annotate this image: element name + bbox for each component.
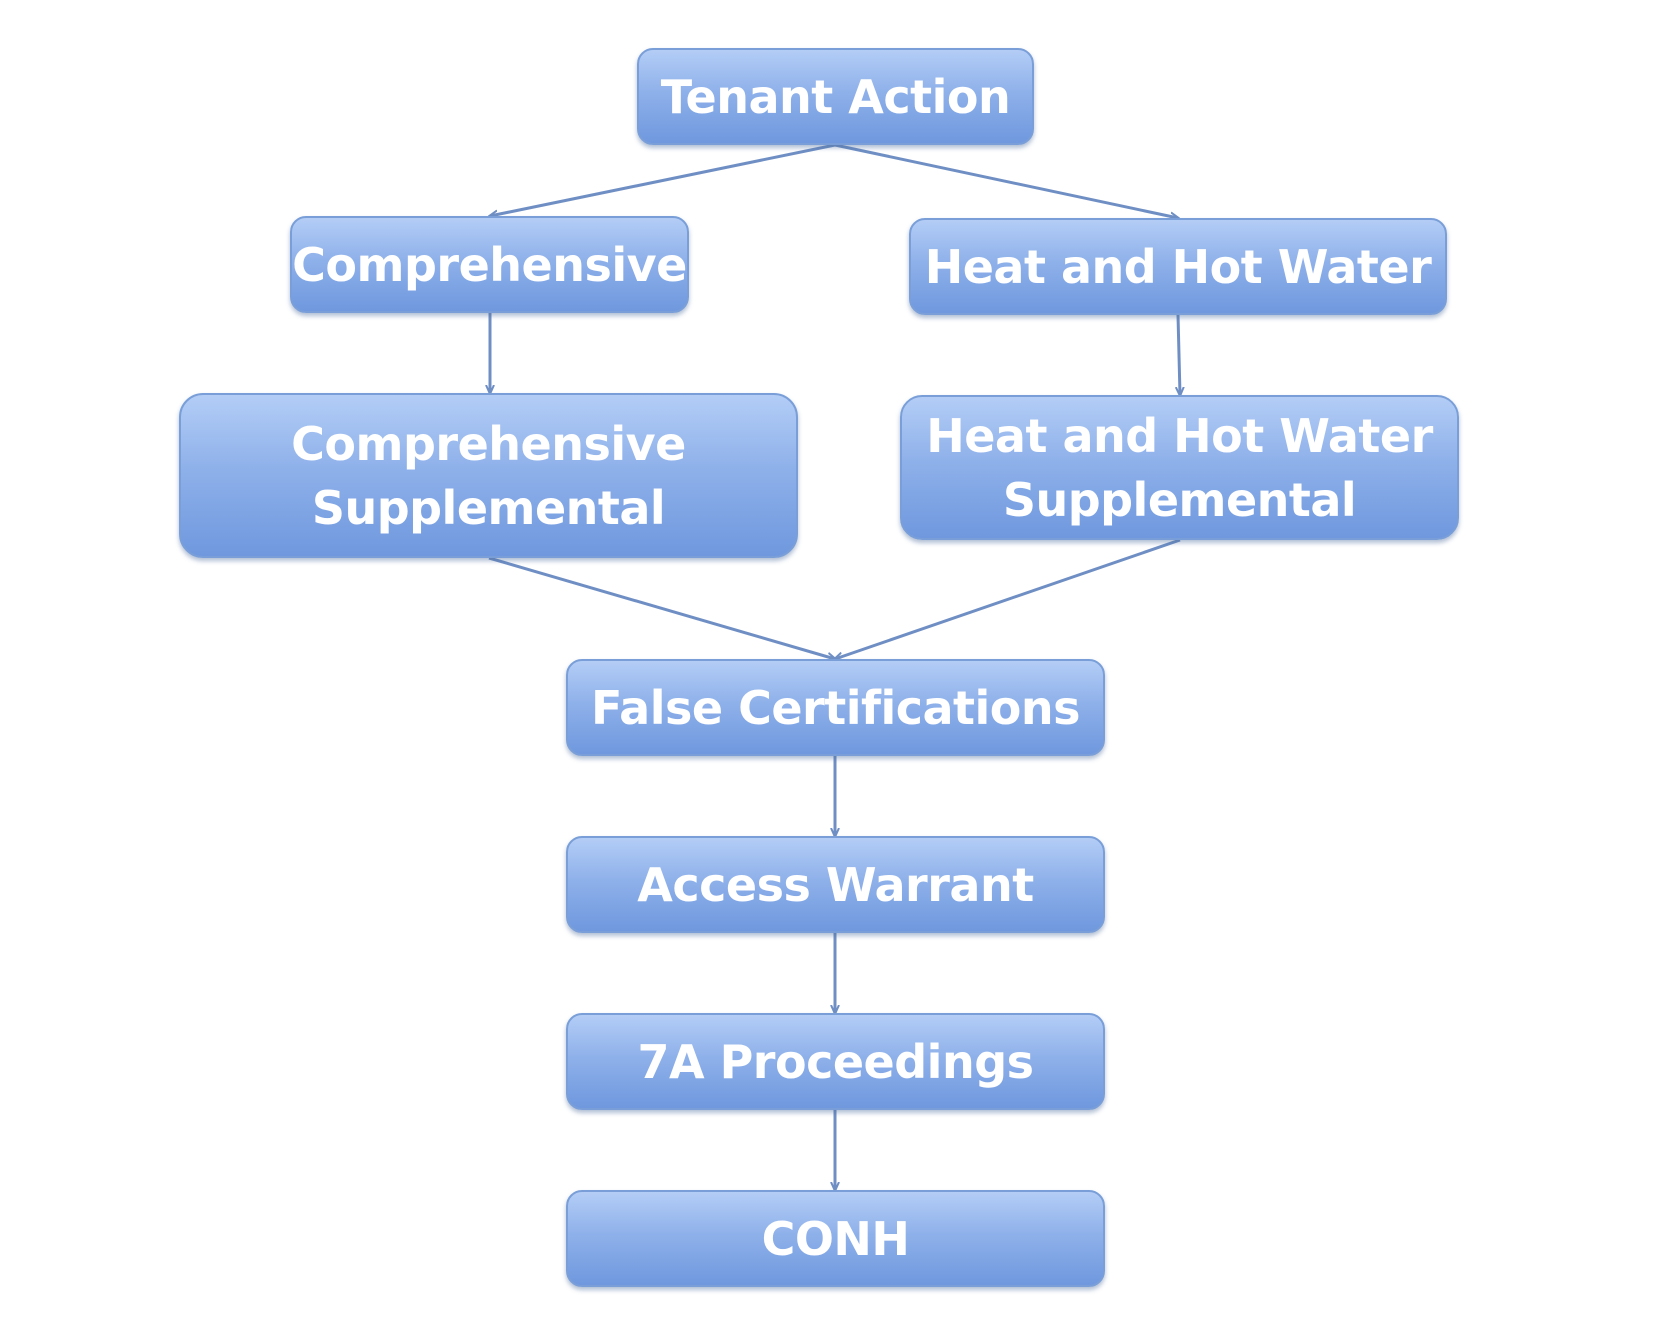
node-access-warrant: Access Warrant [566, 836, 1105, 933]
node-comprehensive-supplemental-line-2: Supplemental [311, 480, 666, 535]
node-tenant-action-label: Tenant Action [660, 69, 1011, 124]
node-heat-and-hot-water: Heat and Hot Water [909, 218, 1447, 315]
edge-heat-to-supplemental [1178, 314, 1180, 395]
node-comprehensive-label: Comprehensive [292, 237, 687, 292]
node-false-certifications-label: False Certifications [590, 680, 1081, 735]
edge-tenant-to-comprehensive [490, 143, 836, 216]
node-conh: CONH [566, 1190, 1105, 1287]
node-conh-label: CONH [761, 1211, 910, 1266]
node-heat-and-hot-water-supplemental-line-2: Supplemental [1002, 472, 1357, 527]
node-tenant-action: Tenant Action [637, 48, 1034, 145]
node-comprehensive-supplemental-line-1: Comprehensive [291, 416, 686, 471]
edge-tenant-to-heat [834, 143, 1178, 218]
edge-comp-sup-to-false-cert [488, 556, 835, 659]
node-heat-and-hot-water-supplemental-line-1: Heat and Hot Water [926, 408, 1433, 463]
node-access-warrant-label: Access Warrant [637, 857, 1034, 912]
node-false-certifications: False Certifications [566, 659, 1105, 756]
node-7a-proceedings: 7A Proceedings [566, 1013, 1105, 1110]
node-heat-and-hot-water-supplemental: Heat and Hot Water Supplemental [900, 395, 1459, 540]
node-comprehensive-supplemental: Comprehensive Supplemental [179, 393, 798, 558]
edge-heat-sup-to-false-cert [835, 538, 1181, 659]
node-comprehensive: Comprehensive [290, 216, 689, 313]
node-7a-proceedings-label: 7A Proceedings [637, 1034, 1034, 1089]
node-heat-and-hot-water-label: Heat and Hot Water [924, 239, 1432, 294]
